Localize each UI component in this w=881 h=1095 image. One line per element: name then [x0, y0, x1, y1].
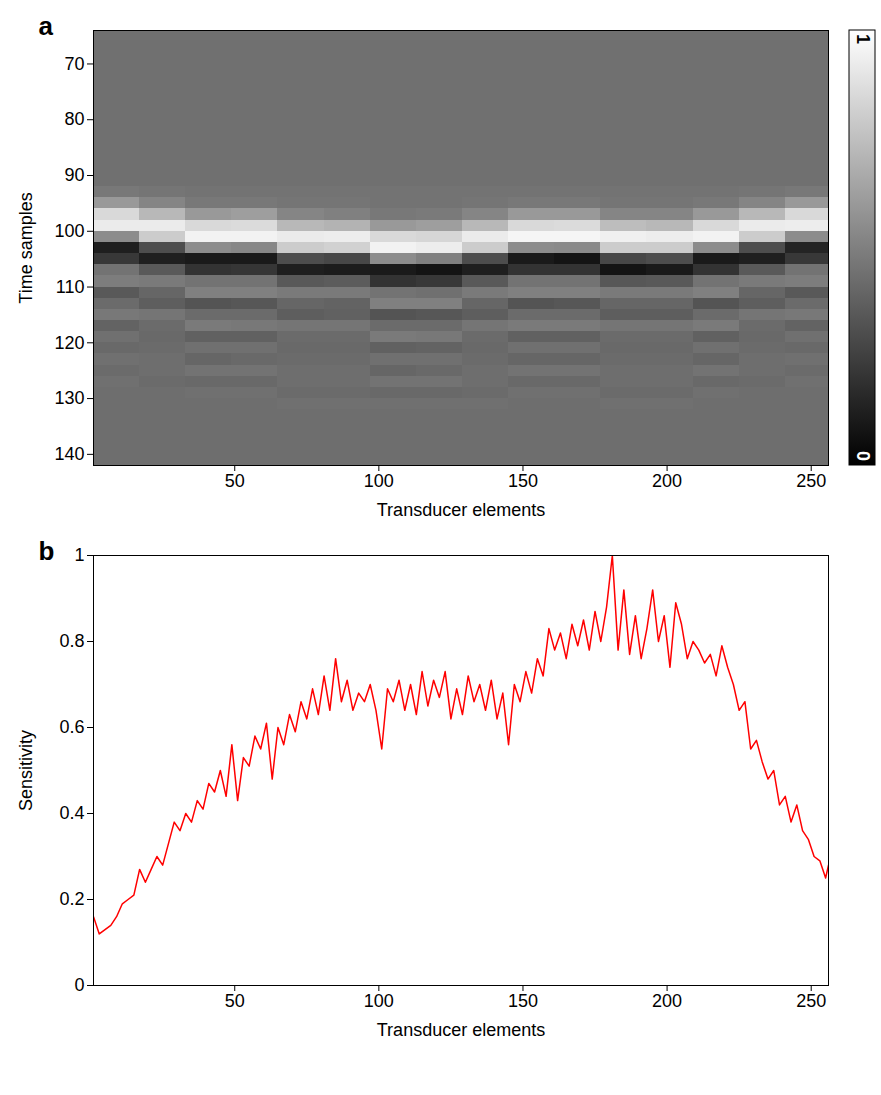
svg-text:70: 70	[64, 54, 84, 74]
svg-text:250: 250	[796, 471, 826, 491]
svg-text:Transducer elements: Transducer elements	[377, 1020, 545, 1040]
svg-text:140: 140	[54, 444, 84, 464]
svg-text:0.4: 0.4	[59, 803, 84, 823]
svg-text:0: 0	[74, 975, 84, 995]
svg-text:Transducer elements: Transducer elements	[377, 500, 545, 520]
svg-text:120: 120	[54, 333, 84, 353]
svg-text:50: 50	[225, 471, 245, 491]
svg-text:200: 200	[652, 471, 682, 491]
svg-text:100: 100	[54, 221, 84, 241]
svg-text:90: 90	[64, 165, 84, 185]
svg-text:0.8: 0.8	[59, 631, 84, 651]
svg-text:0.2: 0.2	[59, 889, 84, 909]
svg-text:a: a	[39, 11, 54, 41]
svg-text:110: 110	[56, 277, 85, 297]
svg-text:80: 80	[64, 109, 84, 129]
svg-text:130: 130	[54, 388, 84, 408]
svg-text:0.6: 0.6	[59, 717, 84, 737]
svg-text:1: 1	[74, 545, 84, 565]
svg-text:Time samples: Time samples	[16, 192, 36, 303]
svg-text:100: 100	[364, 471, 394, 491]
svg-text:150: 150	[508, 471, 538, 491]
svg-text:100: 100	[364, 991, 394, 1011]
svg-text:0: 0	[853, 451, 873, 461]
svg-text:Sensitivity: Sensitivity	[16, 730, 36, 811]
svg-text:250: 250	[796, 991, 826, 1011]
svg-text:b: b	[39, 536, 55, 566]
svg-text:150: 150	[508, 991, 538, 1011]
svg-text:200: 200	[652, 991, 682, 1011]
svg-text:50: 50	[225, 991, 245, 1011]
svg-text:1: 1	[853, 34, 873, 44]
